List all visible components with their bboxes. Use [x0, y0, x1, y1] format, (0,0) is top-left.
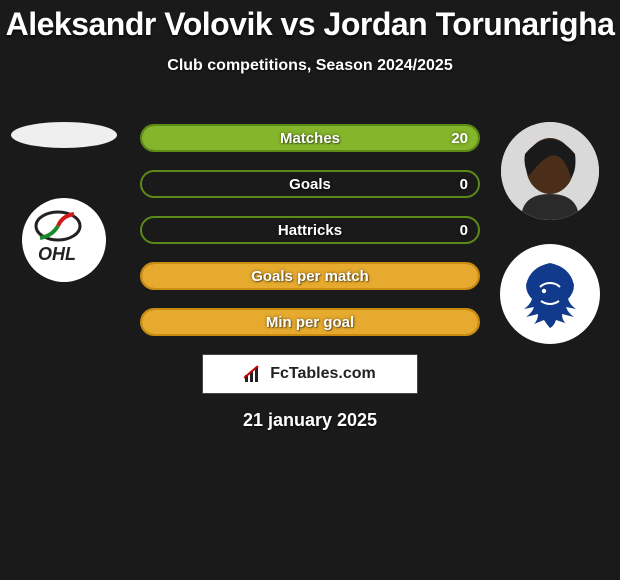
date-label: 21 january 2025 — [0, 410, 620, 431]
player2-avatar-icon — [501, 122, 599, 220]
subtitle: Club competitions, Season 2024/2025 — [0, 57, 620, 75]
stat-bar-value-right: 0 — [460, 172, 468, 196]
stat-bar: Matches20 — [140, 124, 480, 152]
stat-bar: Min per goal — [140, 308, 480, 336]
stat-bar-label: Matches — [142, 126, 478, 150]
svg-text:OHL: OHL — [38, 244, 76, 264]
player1-avatar — [11, 122, 117, 148]
gent-logo-icon — [507, 251, 593, 337]
stat-bar-label: Min per goal — [142, 310, 478, 334]
page-title: Aleksandr Volovik vs Jordan Torunarigha — [0, 0, 620, 43]
watermark-label: FcTables.com — [270, 365, 376, 383]
stat-bar-label: Goals — [142, 172, 478, 196]
ohl-leuven-logo-icon: OHL — [28, 204, 100, 276]
player2-avatar — [501, 122, 599, 220]
stat-bar-label: Goals per match — [142, 264, 478, 288]
player1-column: OHL — [8, 122, 120, 282]
watermark-icon — [244, 365, 264, 383]
watermark: FcTables.com — [202, 354, 418, 394]
stat-bar: Goals0 — [140, 170, 480, 198]
player2-club-logo — [500, 244, 600, 344]
stat-bar-value-right: 20 — [451, 126, 468, 150]
player2-column — [498, 122, 602, 344]
stat-bar: Hattricks0 — [140, 216, 480, 244]
stat-bar: Goals per match — [140, 262, 480, 290]
stat-bar-label: Hattricks — [142, 218, 478, 242]
stat-bars: Matches20Goals0Hattricks0Goals per match… — [140, 124, 480, 354]
stat-bar-value-right: 0 — [460, 218, 468, 242]
player1-club-logo: OHL — [22, 198, 106, 282]
